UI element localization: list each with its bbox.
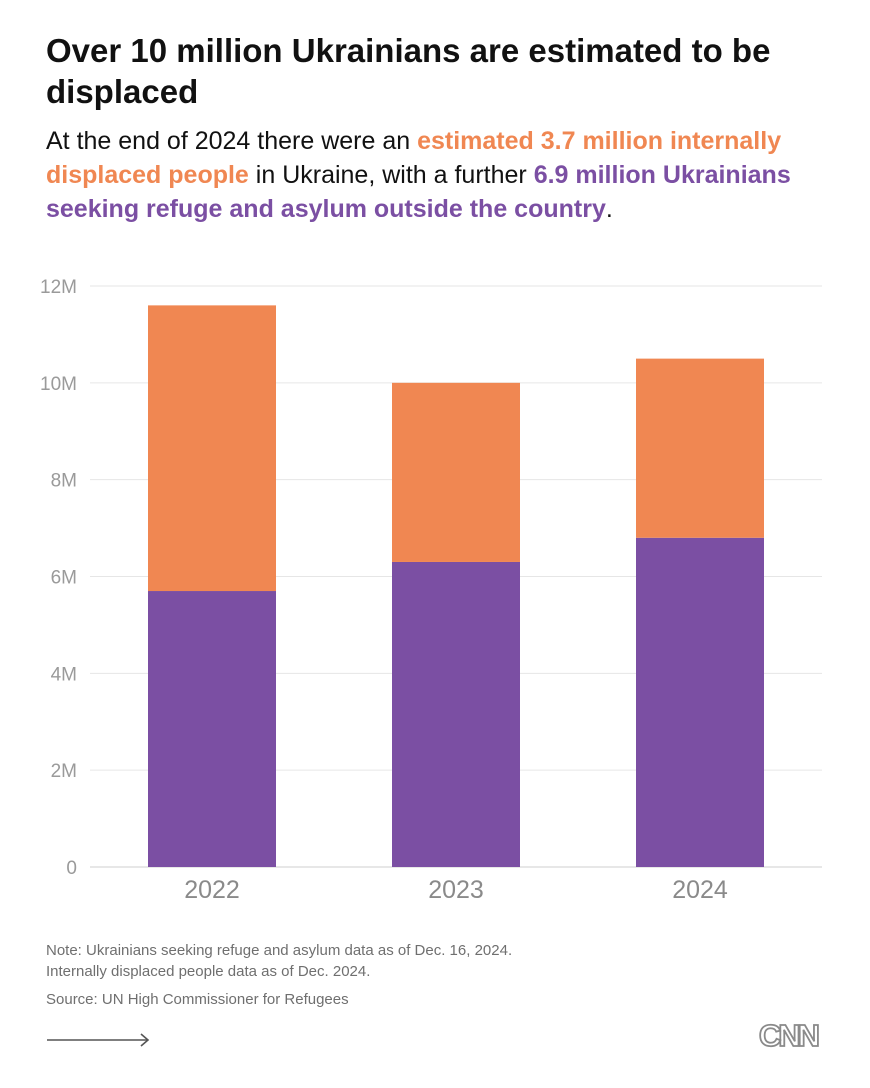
right-arrow-icon[interactable] (46, 1030, 152, 1050)
y-tick-label: 2M (51, 761, 77, 782)
subtitle-text: At the end of 2024 there were an (46, 127, 418, 155)
cnn-logo-text: CNN (759, 1018, 819, 1053)
x-tick-label: 2022 (184, 876, 240, 904)
cnn-logo: CNN (758, 1017, 823, 1054)
bar-segment-idp (636, 358, 764, 538)
y-tick-label: 4M (51, 664, 77, 685)
y-tick-label: 8M (51, 471, 77, 492)
chart-source: Source: UN High Commissioner for Refugee… (46, 991, 349, 1008)
chart-title: Over 10 million Ukrainians are estimated… (46, 32, 771, 110)
bar-segment-idp (392, 382, 520, 562)
bar-segment-idp (148, 305, 276, 592)
bar-segment-refugees (636, 537, 764, 867)
note-line: Internally displaced people data as of D… (46, 963, 371, 980)
subtitle-text: . (605, 195, 613, 223)
bar-segment-refugees (392, 561, 520, 867)
subtitle-highlight-idp: estimated 3.7 million internally displac… (46, 127, 782, 189)
note-line: Note: Ukrainians seeking refuge and asyl… (46, 942, 513, 959)
x-tick-label: 2023 (428, 876, 484, 904)
y-tick-label: 6M (51, 568, 77, 589)
subtitle-text: in Ukraine, with a further (248, 161, 534, 189)
subtitle-highlight-refugees: 6.9 million Ukrainians seeking refuge an… (46, 161, 791, 223)
x-tick-label: 2024 (672, 876, 728, 904)
stacked-bar-chart: 0 2M 4M 6M 8M 10M 12M 2022 2023 2024 (40, 277, 822, 904)
chart-note: Note: Ukrainians seeking refuge and asyl… (46, 940, 512, 982)
y-tick-label: 12M (40, 277, 77, 298)
y-tick-label: 10M (40, 374, 77, 395)
y-tick-label: 0 (66, 858, 77, 879)
bar-segment-refugees (148, 591, 276, 867)
chart-subtitle: At the end of 2024 there were an estimat… (46, 124, 836, 226)
